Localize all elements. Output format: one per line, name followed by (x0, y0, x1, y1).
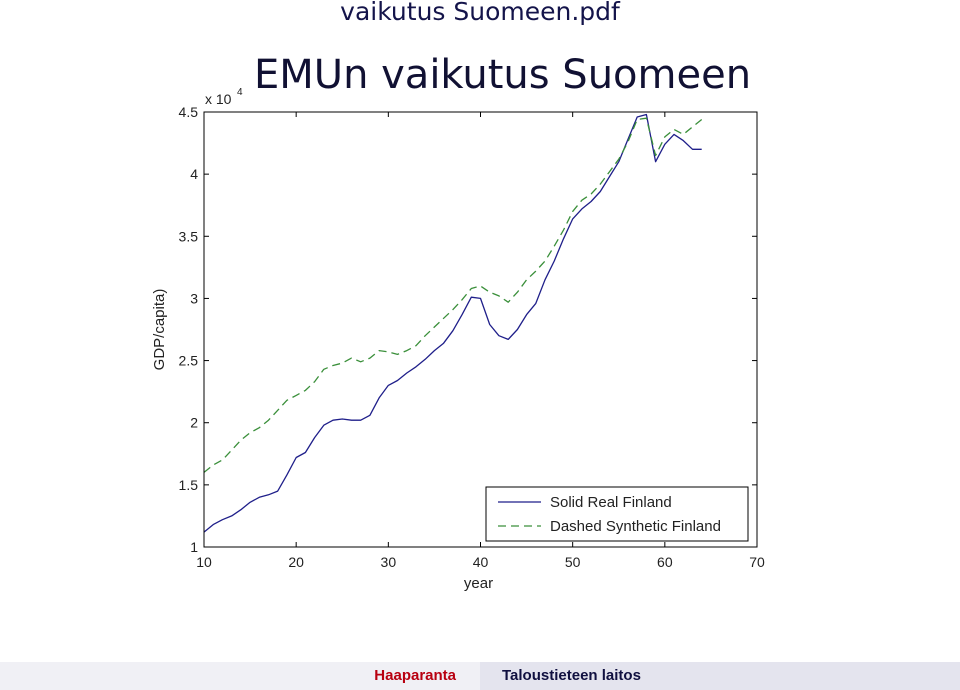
plot-area-frame (203, 111, 758, 548)
y-tick-label: 2.5 (179, 353, 199, 369)
x-tick-label: 10 (196, 554, 212, 570)
footer-author: Haaparanta (374, 667, 456, 684)
y-tick-label: 3 (190, 290, 198, 306)
legend-box (485, 486, 749, 542)
legend-entry-label: Solid Real Finland (550, 494, 672, 511)
x-tick-label: 60 (657, 554, 673, 570)
x-tick-label: 30 (381, 554, 397, 570)
y-tick-label: 4.5 (179, 104, 199, 120)
x-axis-label: year (464, 575, 493, 592)
series-line-synthetic-finland (203, 117, 703, 473)
y-multiplier-label: x 10 (205, 91, 232, 107)
y-tick-label: 1 (190, 539, 198, 555)
x-tick-label: 50 (565, 554, 581, 570)
footer-department: Taloustieteen laitos (480, 662, 960, 690)
legend-entry-label: Dashed Synthetic Finland (550, 518, 721, 535)
y-tick-label: 3.5 (179, 228, 199, 244)
y-tick-label: 1.5 (179, 477, 199, 493)
y-axis-label: GDP/capita) (151, 289, 168, 371)
x-tick-label: 20 (288, 554, 304, 570)
series-line-real-finland (203, 113, 702, 533)
x-tick-label: 40 (473, 554, 489, 570)
slide-footer: Haaparanta Taloustieteen laitos (0, 662, 960, 690)
y-multiplier-exponent: 4 (237, 87, 243, 98)
slide-title: EMUn vaikutus Suomeen (254, 52, 752, 98)
y-tick-label: 2 (190, 415, 198, 431)
chart-legend: Solid Real Finland Dashed Synthetic Finla… (485, 486, 749, 542)
x-tick-label: 70 (749, 554, 765, 570)
gdp-line-chart: 10 20 30 40 50 60 70 1 1.5 2 2.5 3 3.5 4 4.5 x 10 4 ye… (151, 87, 765, 592)
document-title: vaikutus Suomeen.pdf (340, 0, 620, 26)
y-tick-label: 4 (190, 166, 198, 182)
